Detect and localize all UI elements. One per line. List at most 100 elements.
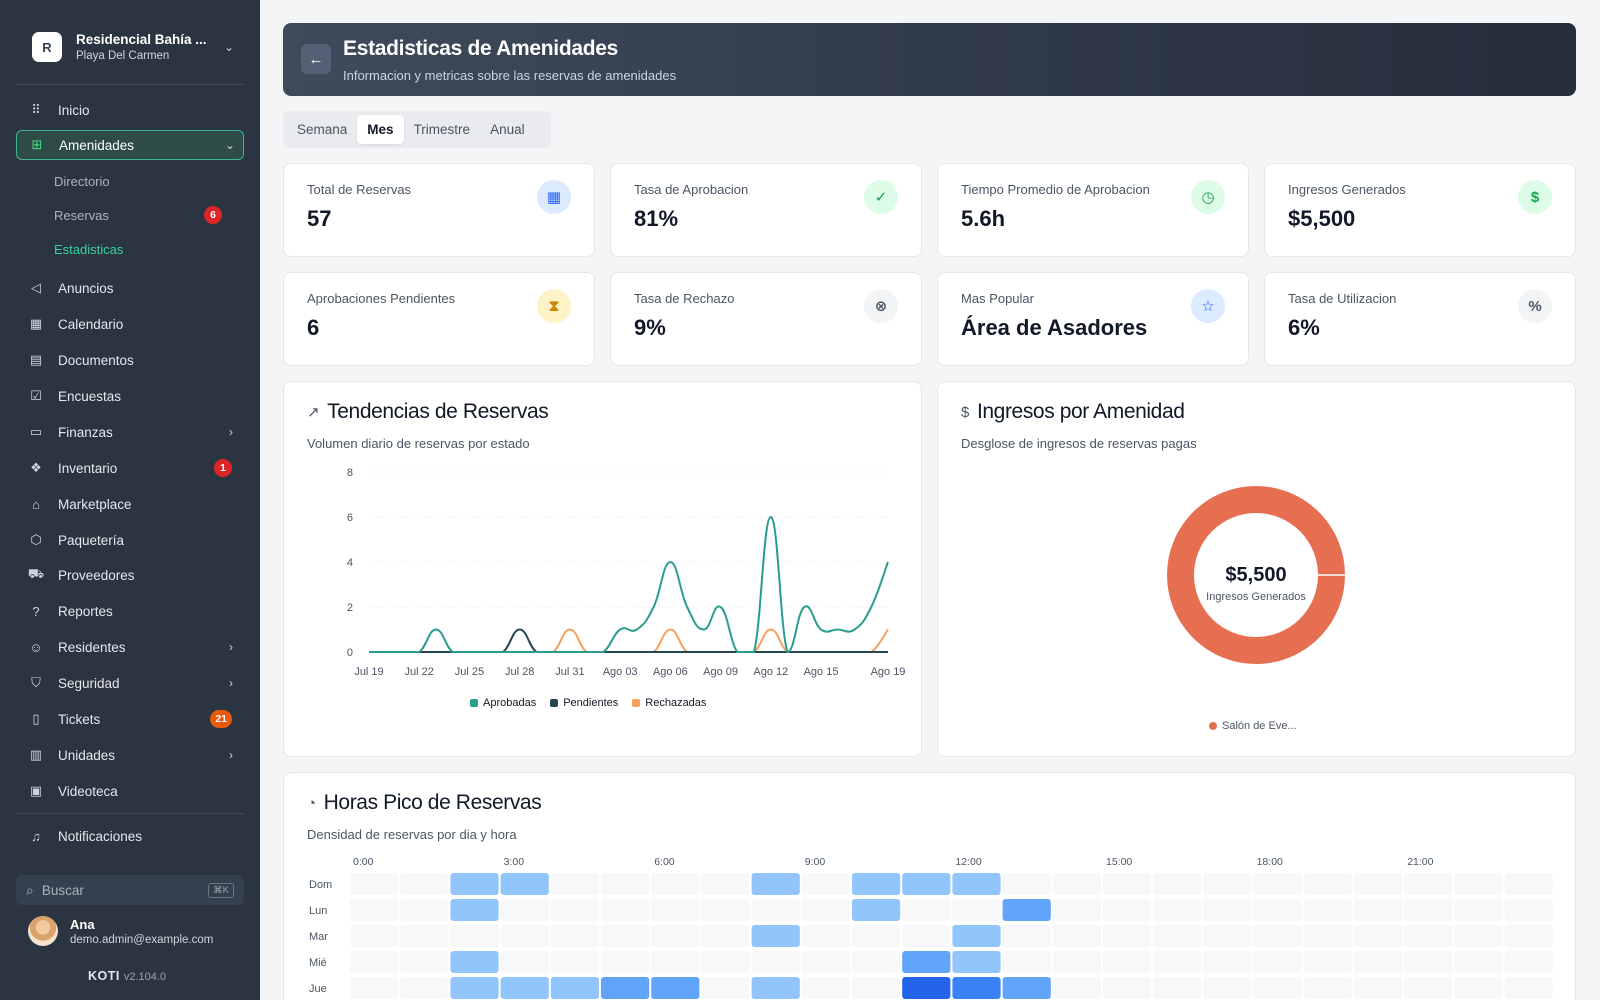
sidebar-item-documentos[interactable]: ▤ Documentos (16, 345, 244, 375)
kpi-card-tasa-rechazo: Tasa de Rechazo 9% ⊗ (610, 272, 922, 366)
sidebar-item-tickets[interactable]: ▯ Tickets 21 (16, 704, 244, 734)
heatmap-cell (1504, 899, 1553, 921)
sidebar-item-seguridad[interactable]: ⛉ Seguridad › (16, 668, 244, 698)
heatmap-cell (400, 899, 449, 921)
sidebar-item-reportes[interactable]: ? Reportes (16, 596, 244, 626)
kpi-label: Total de Reservas (307, 182, 412, 197)
divider (16, 84, 244, 85)
calendar-clock-icon: ◔ (307, 794, 316, 812)
percent-icon: % (1518, 289, 1552, 323)
heatmap-cell (701, 899, 750, 921)
sidebar-item-notificaciones[interactable]: ♫ Notificaciones (16, 821, 244, 851)
revenue-legend: Salón de Eve... (1209, 720, 1311, 732)
sidebar-subitem-estadisticas[interactable]: Estadisticas (54, 241, 124, 257)
sidebar-item-videoteca[interactable]: ▣ Videoteca (16, 776, 244, 806)
sidebar-item-residentes[interactable]: ☺ Residentes › (16, 632, 244, 662)
x-tick-label: Ago 03 (603, 666, 638, 678)
heatmap-cell (450, 925, 499, 947)
sidebar-item-encuestas[interactable]: ☑ Encuestas (16, 381, 244, 411)
heatmap-cell (1153, 951, 1202, 973)
grid-dots-icon: ⠿ (31, 102, 41, 117)
heatmap-cell (852, 899, 901, 921)
sidebar: R Residencial Bahía ... Playa Del Carmen… (0, 0, 260, 1000)
sidebar-item-finanzas[interactable]: ▭ Finanzas › (16, 417, 244, 447)
y-tick-label: 4 (347, 557, 353, 569)
kpi-value: 5.6h (961, 206, 1006, 231)
tab-semana[interactable]: Semana (297, 122, 348, 137)
x-tick-label: Jul 22 (405, 666, 434, 678)
x-tick-label: Ago 15 (804, 666, 839, 678)
heatmap-cell (1002, 951, 1051, 973)
sidebar-item-paqueteria[interactable]: ⬡ Paquetería (16, 525, 244, 555)
heatmap-cell (651, 925, 700, 947)
heatmap-cell (1103, 977, 1152, 999)
period-tabs: Semana Mes Trimestre Anual (283, 111, 551, 148)
series-line-rechazadas (368, 628, 889, 653)
chevron-right-icon: › (229, 425, 233, 439)
heatmap-cell (400, 977, 449, 999)
heatmap-cell (601, 925, 650, 947)
heatmap-cell (400, 951, 449, 973)
tab-trimestre[interactable]: Trimestre (413, 122, 471, 137)
sidebar-item-calendario[interactable]: ▦ Calendario (16, 309, 244, 339)
heatmap-cell (500, 873, 549, 895)
org-switcher[interactable]: R Residencial Bahía ... Playa Del Carmen… (16, 22, 244, 72)
sidebar-item-proveedores[interactable]: ⛟ Proveedores (27, 566, 135, 583)
tab-mes[interactable]: Mes (357, 115, 404, 144)
trending-up-icon: ↗ (307, 404, 320, 421)
kpi-label: Aprobaciones Pendientes (307, 291, 456, 306)
heatmap-cell (1303, 925, 1352, 947)
day-label: Mié (309, 957, 327, 969)
heatmap-cell (651, 899, 700, 921)
heatmap-cell (1103, 951, 1152, 973)
legend-swatch (550, 699, 559, 707)
kpi-card-mas-popular: Mas Popular Área de Asadores ☆ (937, 272, 1249, 366)
back-button[interactable]: ← (301, 44, 331, 74)
heatmap-cell (1404, 873, 1453, 895)
heatmap-cell (1153, 925, 1202, 947)
sidebar-item-amenidades[interactable]: ⊞ Amenidades ⌄ (16, 130, 244, 160)
peak-hours-card: ◔ Horas Pico de Reservas Densidad de res… (283, 772, 1576, 1000)
clock-icon: ◷ (1191, 180, 1225, 214)
heatmap-cell (1052, 977, 1101, 999)
heatmap-cell (601, 977, 650, 999)
kpi-label: Tasa de Utilizacion (1288, 291, 1397, 306)
heatmap-cell (751, 873, 800, 895)
sidebar-item-unidades[interactable]: ▥ Unidades › (16, 740, 244, 770)
bell-icon: ♫ (31, 828, 41, 844)
x-tick-label: Jul 28 (505, 666, 534, 678)
legend-label: Pendientes (563, 697, 619, 709)
sidebar-item-marketplace[interactable]: ⌂ Marketplace (16, 489, 244, 519)
heatmap-cell (1203, 899, 1252, 921)
legend-item: Salón de Eve... (1209, 720, 1297, 732)
heatmap-cell (500, 925, 549, 947)
heatmap-cell (701, 951, 750, 973)
kpi-value: Área de Asadores (961, 315, 1148, 340)
hour-tick-label: 15:00 (1106, 856, 1132, 868)
heatmap-cell (350, 873, 399, 895)
arrow-left-icon: ← (308, 50, 324, 68)
kpi-label: Tasa de Rechazo (634, 291, 735, 306)
revenue-title: $ Ingresos por Amenidad (961, 400, 1185, 424)
megaphone-icon: ◁ (31, 280, 41, 295)
heatmap-cell (601, 899, 650, 921)
heatmap-cell (550, 977, 599, 999)
sidebar-subitem-directorio[interactable]: Directorio (54, 173, 110, 189)
sidebar-item-anuncios[interactable]: ◁ Anuncios (16, 273, 244, 303)
heatmap-cell (1504, 873, 1553, 895)
sidebar-subitem-reservas[interactable]: Reservas 6 (54, 202, 234, 228)
kpi-label: Ingresos Generados (1288, 182, 1406, 197)
tab-anual[interactable]: Anual (490, 122, 525, 137)
heatmap-cell (751, 977, 800, 999)
sidebar-search[interactable]: ⌕ Buscar ⌘K (16, 875, 244, 905)
chevron-down-icon: ⌄ (224, 40, 235, 54)
revenue-title-text: Ingresos por Amenidad (976, 400, 1185, 423)
heatmap-cell (1153, 977, 1202, 999)
heatmap-cell (350, 977, 399, 999)
sidebar-item-inventario[interactable]: ❖ Inventario 1 (16, 453, 244, 483)
sidebar-item-inicio[interactable]: ⠿ Inicio (16, 95, 244, 125)
user-menu[interactable]: Ana demo.admin@example.com (28, 916, 213, 946)
heatmap-cell (852, 951, 901, 973)
heatmap-cell (651, 977, 700, 999)
calendar-icon: ▦ (537, 180, 571, 214)
